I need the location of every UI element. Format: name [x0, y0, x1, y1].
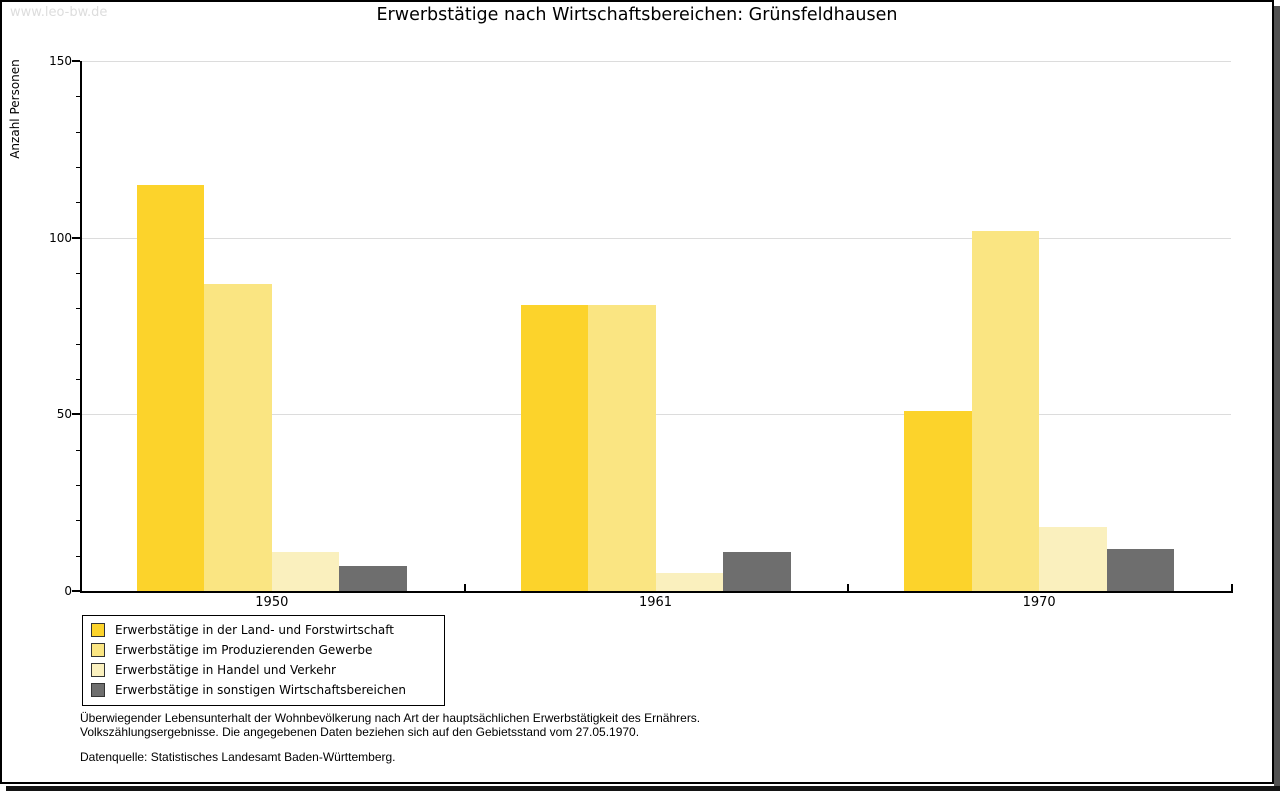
- legend-label: Erwerbstätige in sonstigen Wirtschaftsbe…: [115, 683, 407, 697]
- y-tick-label-100: 100: [49, 230, 72, 245]
- y-tick-label-150: 150: [49, 54, 72, 68]
- y-minor-tick: [76, 131, 80, 133]
- x-category-label-1950: 1950: [255, 595, 289, 610]
- bar-1970-series-3: [1039, 527, 1107, 591]
- legend-label: Erwerbstätige im Produzierenden Gewerbe: [115, 643, 373, 657]
- window-shadow-right: [1274, 6, 1280, 791]
- bar-1970-series-4: [1106, 548, 1175, 591]
- legend-swatch-icon: [91, 643, 105, 657]
- legend-row-1: Erwerbstätige in der Land- und Forstwirt…: [83, 620, 444, 640]
- gridline-100: [80, 237, 1231, 239]
- y-minor-tick: [76, 449, 80, 451]
- y-minor-tick: [76, 273, 80, 274]
- y-minor-tick: [76, 520, 80, 522]
- y-minor-tick: [76, 308, 80, 310]
- footnote-source: Datenquelle: Statistisches Landesamt Bad…: [80, 750, 396, 764]
- y-minor-tick: [76, 343, 80, 345]
- y-tick-label-50: 50: [56, 407, 72, 422]
- y-minor-tick: [76, 555, 80, 557]
- y-major-tick-50: [72, 413, 80, 416]
- gridline-50: [80, 414, 1231, 416]
- y-major-tick-150: [72, 60, 80, 62]
- x-category-label-1970: 1970: [1022, 595, 1056, 610]
- window-shadow-bottom: [6, 786, 1280, 791]
- watermark: www.leo-bw.de: [10, 5, 108, 20]
- bar-1961-series-3: [655, 573, 723, 591]
- bar-1950-series-2: [204, 283, 272, 591]
- chart-title: Erwerbstätige nach Wirtschaftsbereichen:…: [376, 5, 898, 25]
- legend-label: Erwerbstätige in der Land- und Forstwirt…: [115, 623, 394, 637]
- legend: Erwerbstätige in der Land- und Forstwirt…: [82, 615, 445, 706]
- bar-1950-series-4: [339, 566, 407, 591]
- y-major-tick-0: [72, 590, 80, 592]
- legend-swatch-icon: [91, 683, 105, 697]
- legend-swatch-icon: [91, 623, 105, 637]
- legend-row-4: Erwerbstätige in sonstigen Wirtschaftsbe…: [83, 680, 444, 700]
- gridline-150: [80, 61, 1231, 62]
- footnote-line-2: Volkszählungsergebnisse. Die angegebenen…: [80, 725, 640, 739]
- y-axis-label: Anzahl Personen: [8, 59, 22, 159]
- x-boundary-tick: [847, 584, 850, 591]
- y-minor-tick: [76, 167, 80, 168]
- bar-1961-series-2: [588, 304, 656, 591]
- bar-1961-series-1: [520, 304, 588, 591]
- legend-row-3: Erwerbstätige in Handel und Verkehr: [83, 660, 444, 680]
- bar-1970-series-1: [904, 410, 972, 591]
- y-minor-tick: [76, 379, 80, 380]
- y-axis-line: [80, 61, 82, 593]
- x-boundary-tick: [463, 584, 466, 591]
- x-boundary-tick: [1231, 584, 1233, 591]
- bar-1961-series-4: [723, 552, 791, 591]
- y-minor-tick: [76, 485, 80, 486]
- x-category-label-1961: 1961: [638, 595, 673, 610]
- y-minor-tick: [76, 202, 80, 204]
- legend-label: Erwerbstätige in Handel und Verkehr: [115, 663, 336, 677]
- bar-1950-series-3: [271, 552, 340, 591]
- bar-1950-series-1: [136, 184, 205, 591]
- x-axis-line: [80, 591, 1233, 593]
- footnote-line-1: Überwiegender Lebensunterhalt der Wohnbe…: [80, 711, 701, 725]
- bar-1970-series-2: [971, 230, 1040, 591]
- y-tick-label-0: 0: [64, 584, 72, 598]
- legend-row-2: Erwerbstätige im Produzierenden Gewerbe: [83, 640, 444, 660]
- legend-swatch-icon: [91, 663, 105, 677]
- y-major-tick-100: [72, 236, 80, 239]
- y-minor-tick: [76, 96, 80, 98]
